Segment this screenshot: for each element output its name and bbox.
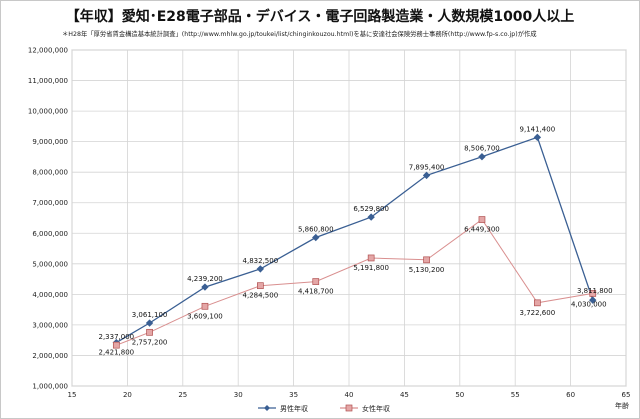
data-point bbox=[478, 152, 486, 161]
data-point bbox=[367, 254, 375, 262]
data-label: 5,191,800 bbox=[353, 264, 389, 272]
data-point bbox=[478, 216, 486, 223]
data-point bbox=[112, 341, 120, 349]
y-tick-label: 5,000,000 bbox=[32, 260, 68, 268]
x-axis-title: 年齢 bbox=[615, 401, 629, 410]
data-point bbox=[201, 283, 209, 291]
x-tick-label: 65 bbox=[622, 391, 631, 399]
data-label: 3,609,100 bbox=[187, 312, 223, 320]
y-tick-label: 10,000,000 bbox=[28, 108, 68, 116]
legend-entry: 女性年収 bbox=[362, 404, 390, 413]
y-tick-label: 11,000,000 bbox=[28, 77, 68, 85]
data-label: 2,757,200 bbox=[132, 338, 168, 346]
x-tick-label: 50 bbox=[455, 391, 464, 399]
y-tick-label: 9,000,000 bbox=[32, 138, 68, 146]
x-tick-label: 45 bbox=[400, 391, 409, 399]
y-tick-label: 8,000,000 bbox=[32, 169, 68, 177]
y-tick-label: 6,000,000 bbox=[32, 230, 68, 238]
legend-swatch-marker bbox=[345, 404, 353, 412]
data-point bbox=[367, 213, 375, 221]
data-label: 3,811,800 bbox=[577, 287, 613, 295]
data-point bbox=[534, 299, 541, 307]
data-point bbox=[423, 256, 430, 264]
y-tick-label: 12,000,000 bbox=[28, 47, 68, 55]
y-tick-label: 4,000,000 bbox=[32, 291, 68, 299]
data-labels: 2,421,800 3,061,100 4,239,200 4,832,500 5,86… bbox=[98, 125, 612, 356]
legend-swatch-marker bbox=[264, 405, 270, 411]
chart-title: 【年収】愛知･E28電子部品・デバイス・電子回路製造業・人数規模1000人以上 bbox=[65, 9, 575, 25]
x-tick-label: 40 bbox=[345, 391, 354, 399]
data-point bbox=[257, 282, 264, 290]
legend: 男性年収 女性年収 bbox=[258, 404, 390, 413]
data-point bbox=[589, 290, 597, 297]
data-label: 4,284,500 bbox=[243, 292, 279, 300]
series-line bbox=[115, 136, 594, 344]
x-tick-label: 60 bbox=[566, 391, 575, 399]
data-point bbox=[256, 265, 265, 273]
data-point bbox=[589, 296, 597, 304]
data-label: 3,722,600 bbox=[520, 309, 556, 317]
x-tick-label: 25 bbox=[178, 391, 187, 399]
x-tick-label: 30 bbox=[234, 391, 243, 399]
x-tick-label: 55 bbox=[511, 391, 520, 399]
x-tick-label: 15 bbox=[68, 391, 77, 399]
legend-entry: 男性年収 bbox=[280, 404, 308, 413]
y-tick-label: 1,000,000 bbox=[32, 383, 68, 391]
data-label: 2,337,000 bbox=[98, 333, 134, 341]
data-label: 6,449,300 bbox=[464, 226, 500, 234]
data-label: 5,130,200 bbox=[409, 266, 445, 274]
y-tick-label: 3,000,000 bbox=[32, 321, 68, 329]
data-point bbox=[533, 133, 542, 142]
data-point bbox=[145, 319, 154, 327]
data-label: 8,506,700 bbox=[464, 145, 500, 153]
data-label: 7,895,400 bbox=[409, 163, 445, 171]
data-label: 9,141,400 bbox=[520, 125, 556, 133]
axes: 1,000,000 2,000,000 3,000,000 4,000,000 5,00… bbox=[28, 47, 631, 411]
data-label: 6,529,800 bbox=[353, 205, 389, 213]
data-label: 4,418,700 bbox=[298, 288, 334, 296]
series-line bbox=[116, 218, 593, 346]
data-label: 3,061,100 bbox=[132, 311, 168, 319]
data-label: 4,832,500 bbox=[243, 257, 279, 265]
grid bbox=[71, 49, 627, 387]
data-point bbox=[146, 328, 153, 336]
x-tick-label: 20 bbox=[123, 391, 132, 399]
data-point bbox=[201, 302, 209, 310]
x-tick-label: 35 bbox=[289, 391, 298, 399]
y-tick-label: 2,000,000 bbox=[32, 352, 68, 360]
data-label: 2,421,800 bbox=[98, 349, 134, 357]
data-point bbox=[422, 171, 431, 180]
data-point bbox=[312, 278, 320, 285]
data-label: 4,239,200 bbox=[187, 275, 223, 283]
data-label: 4,030,000 bbox=[571, 300, 607, 308]
y-tick-label: 7,000,000 bbox=[32, 199, 68, 207]
data-point bbox=[312, 233, 320, 242]
series-area bbox=[112, 133, 597, 349]
chart-source-note: ＊H28年「厚労省賃金構造基本統計調査」(http://www.mhlw.go.… bbox=[62, 31, 537, 38]
data-label: 5,860,800 bbox=[298, 226, 334, 234]
